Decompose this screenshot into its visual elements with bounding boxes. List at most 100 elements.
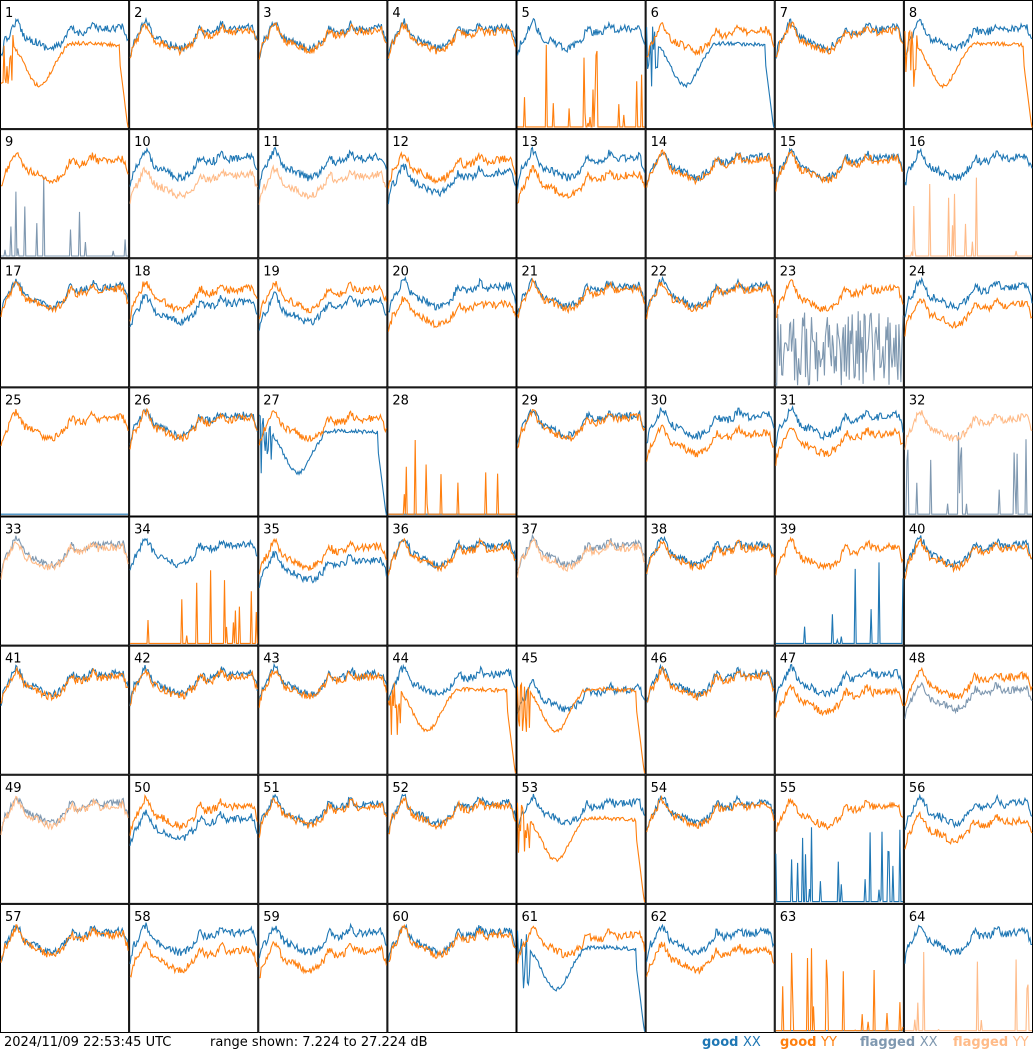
series-xx-line	[388, 276, 517, 313]
series-yy-line	[129, 166, 258, 204]
series-xx-line	[516, 17, 646, 56]
panel-label: 26	[134, 393, 151, 408]
panel-label: 20	[392, 264, 409, 279]
legend-flagged-yy-word: flagged	[953, 1035, 1009, 1050]
panel-label: 19	[263, 264, 280, 279]
legend-good-xx: good XX	[702, 1035, 761, 1050]
panel-4: 4	[387, 0, 517, 130]
series-yy-line	[129, 407, 258, 450]
series-yy-line	[904, 666, 1033, 707]
series-yy-line	[646, 941, 775, 977]
panel-label: 25	[5, 393, 22, 408]
panel-label: 47	[780, 652, 797, 667]
panel-label: 43	[263, 652, 280, 667]
series-yy-line	[258, 410, 387, 446]
series-xx-line	[904, 276, 1033, 318]
series-xx-line	[258, 922, 387, 959]
series-xx-line	[646, 26, 775, 128]
panel-40: 40	[903, 516, 1033, 646]
series-xx-line	[904, 432, 1032, 515]
panel-label: 12	[392, 135, 409, 150]
panel-label: 42	[134, 652, 151, 667]
series-xx-line	[129, 537, 258, 571]
panel-frame	[258, 258, 388, 388]
series-yy-line	[775, 279, 904, 319]
series-yy-line	[904, 810, 1033, 850]
series-yy-line	[775, 683, 904, 718]
range-label: range shown: 7.224 to 27.224 dB	[210, 1035, 428, 1050]
panel-frame	[645, 258, 775, 388]
panel-label: 31	[780, 393, 797, 408]
series-yy-line	[258, 280, 387, 320]
panel-60: 60	[387, 903, 517, 1033]
panel-26: 26	[129, 387, 259, 517]
series-xx-line	[646, 275, 775, 314]
panel-label: 33	[5, 523, 22, 538]
panel-label: 64	[909, 910, 926, 925]
series-yy-line	[387, 150, 517, 189]
series-yy-line	[258, 797, 387, 838]
series-yy-line	[904, 29, 1033, 128]
panel-frame	[645, 387, 775, 517]
legend-flagged-yy-pol: YY	[1012, 1035, 1029, 1050]
panel-22: 22	[645, 258, 775, 388]
panel-frame	[387, 903, 517, 1033]
panel-39: 39	[774, 516, 904, 646]
panel-label: 41	[5, 652, 22, 667]
panel-label: 46	[651, 652, 668, 667]
series-xx-line	[646, 407, 775, 444]
series-xx-line	[0, 535, 129, 574]
panel-frame	[903, 258, 1033, 388]
panel-12: 12	[387, 129, 517, 259]
series-yy-line	[646, 539, 775, 575]
panel-7: 7	[774, 0, 904, 130]
panel-46: 46	[645, 645, 775, 775]
panel-label: 50	[134, 781, 151, 796]
panel-54: 54	[645, 774, 775, 904]
panel-frame	[903, 129, 1033, 259]
panel-frame	[387, 774, 517, 904]
legend-good-xx-pol: XX	[743, 1035, 761, 1050]
series-yy-line	[258, 669, 387, 708]
panel-38: 38	[645, 516, 775, 646]
series-yy-line	[904, 177, 1032, 257]
panel-1: 1	[0, 0, 130, 130]
panel-frame	[516, 387, 646, 517]
panel-2: 2	[129, 0, 259, 130]
series-yy-line	[904, 410, 1033, 450]
series-yy-line	[387, 296, 517, 332]
series-yy-line	[775, 948, 904, 1032]
series-yy-line	[646, 794, 775, 833]
series-yy-line	[0, 152, 129, 187]
series-xx-line	[904, 681, 1033, 719]
panel-59: 59	[258, 903, 388, 1033]
series-yy-line	[129, 667, 258, 706]
panel-frame	[387, 0, 517, 130]
series-xx-line	[775, 827, 903, 903]
panel-frame	[129, 0, 259, 130]
panel-17: 17	[0, 258, 130, 388]
series-xx-line	[516, 146, 646, 190]
panel-label: 6	[651, 6, 659, 21]
series-yy-line	[517, 165, 646, 204]
panel-20: 20	[387, 258, 517, 388]
series-xx-line	[775, 562, 904, 644]
panel-9: 9	[0, 129, 130, 259]
panel-label: 56	[909, 781, 926, 796]
panel-label: 52	[392, 781, 409, 796]
series-yy-line	[516, 537, 646, 578]
panel-frame	[0, 387, 130, 517]
panel-label: 44	[392, 652, 409, 667]
panel-frame	[516, 645, 646, 775]
panel-50: 50	[129, 774, 259, 904]
panel-label: 16	[909, 135, 926, 150]
panel-label: 62	[651, 910, 668, 925]
series-xx-line	[129, 809, 258, 846]
panel-21: 21	[516, 258, 646, 388]
series-xx-line	[258, 414, 387, 515]
panel-frame	[258, 516, 388, 646]
panel-frame	[645, 516, 775, 646]
panel-24: 24	[903, 258, 1033, 388]
legend-good-yy-pol: YY	[821, 1035, 837, 1050]
series-xx-line	[129, 922, 258, 964]
